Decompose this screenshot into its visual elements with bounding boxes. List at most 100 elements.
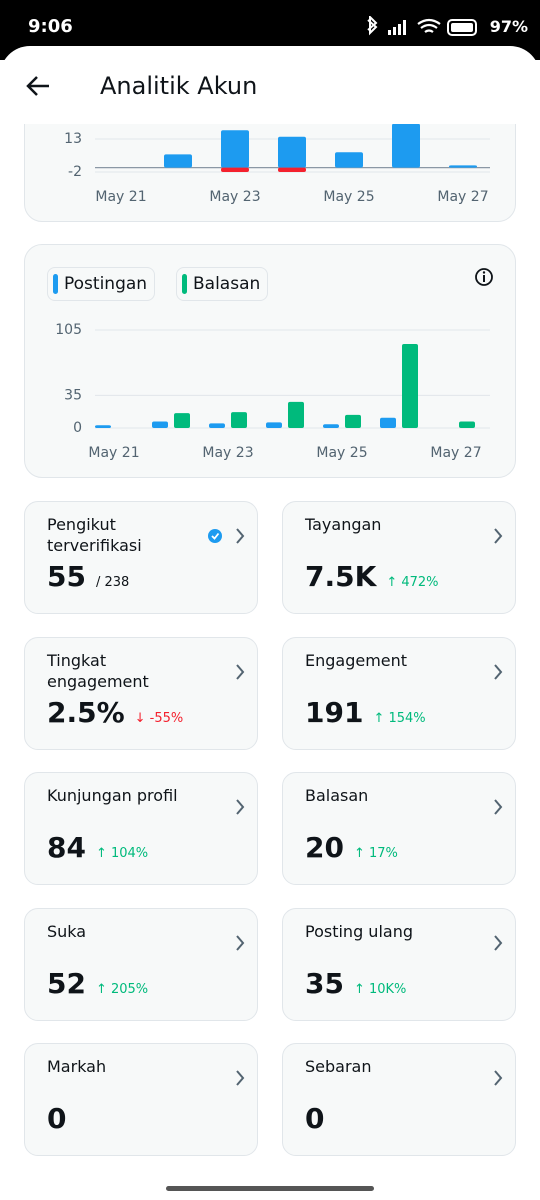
bar xyxy=(380,417,396,428)
chevron xyxy=(494,1070,503,1086)
home-indicator xyxy=(166,1186,374,1191)
battery: 97% xyxy=(489,17,528,36)
bar xyxy=(278,136,306,168)
x-tick-label: May 21 xyxy=(88,445,139,461)
y-tick-label: 35 xyxy=(64,387,82,403)
stat-value: 191 xyxy=(305,695,364,729)
stat-card[interactable]: Pengikut terverifikasi 55 / 238 xyxy=(24,501,258,614)
stat-value: 0 xyxy=(305,1102,325,1135)
back-button[interactable] xyxy=(24,72,54,102)
stat-label: Balasan xyxy=(305,786,369,805)
chevron xyxy=(236,934,245,951)
stat-value: 84 xyxy=(47,831,86,864)
x-tick-label: May 27 xyxy=(437,189,488,205)
stat-label: Markah xyxy=(47,1057,107,1076)
stat-icons xyxy=(494,528,503,544)
legend-label: Postingan xyxy=(64,274,148,294)
bar xyxy=(152,421,168,428)
x-tick-label: May 25 xyxy=(323,189,374,205)
bar xyxy=(231,412,247,428)
stat-card[interactable]: Tingkat engagement 2.5% ↓ -55% xyxy=(24,636,258,750)
stat-value: 7.5K xyxy=(305,560,377,593)
y-tick-label: 105 xyxy=(55,322,82,338)
bar xyxy=(209,423,225,428)
stat-card[interactable]: Sebaran 0 xyxy=(282,1043,516,1156)
stat-label: Kunjungan profil xyxy=(47,786,178,805)
chart-card xyxy=(24,244,516,478)
verified-check xyxy=(211,532,220,540)
x-tick-label: May 27 xyxy=(430,445,481,461)
stat-label: Pengikut terverifikasi xyxy=(47,515,142,555)
chevron xyxy=(494,799,503,815)
legend-item: Balasan xyxy=(176,267,269,301)
info-icon[interactable] xyxy=(473,266,495,288)
verified-badge xyxy=(208,529,222,543)
legend-item: Postingan xyxy=(47,267,156,301)
stat-row: 7.5K ↑ 472% xyxy=(305,560,439,593)
stat-value: 35 xyxy=(305,966,344,1000)
stat-total: / 238 xyxy=(95,575,130,590)
clock: 9:06 xyxy=(28,16,73,37)
stat-icons xyxy=(494,1070,503,1086)
y-tick-label: 13 xyxy=(64,131,82,147)
stat-value: 20 xyxy=(305,831,344,864)
bar xyxy=(449,165,477,168)
stat-change: ↑ 17% xyxy=(353,846,398,861)
chevron xyxy=(236,663,245,680)
stat-label: Posting ulang xyxy=(305,921,413,941)
x-tick-label: May 21 xyxy=(95,189,146,205)
stat-value: 55 xyxy=(47,560,86,593)
stat-card[interactable]: Tayangan 7.5K ↑ 472% xyxy=(282,501,516,614)
stat-card[interactable]: Suka 52 ↑ 205% xyxy=(24,907,258,1021)
stat-icons xyxy=(494,934,503,951)
bar xyxy=(266,422,282,428)
stat-row: 191 ↑ 154% xyxy=(305,696,426,729)
chevron xyxy=(494,934,503,951)
legend-swatch xyxy=(53,274,58,294)
stat-icons xyxy=(208,528,245,544)
bar xyxy=(164,154,192,168)
stat-row: 55 / 238 xyxy=(47,560,129,593)
x-tick-label: May 23 xyxy=(209,189,260,205)
stat-change: ↑ 154% xyxy=(373,710,426,726)
chevron xyxy=(494,663,503,680)
stat-change: ↑ 472% xyxy=(386,575,439,590)
stat-card[interactable]: Balasan 20 ↑ 17% xyxy=(282,772,516,885)
bar xyxy=(345,414,361,428)
stat-icons xyxy=(236,934,245,951)
stat-icons xyxy=(494,799,503,815)
bar xyxy=(323,424,339,428)
x-tick-label: May 25 xyxy=(316,445,367,461)
bar xyxy=(221,130,249,168)
stat-row: 0 xyxy=(305,1102,324,1135)
status-icons xyxy=(367,16,477,36)
stat-label: Suka xyxy=(47,921,87,941)
bar xyxy=(95,425,111,428)
stat-label: Tingkat engagement xyxy=(47,650,149,691)
legend-label: Balasan xyxy=(193,274,261,294)
stat-card[interactable]: Kunjungan profil 84 ↑ 104% xyxy=(24,772,258,885)
chevron xyxy=(494,528,503,544)
stat-icons xyxy=(236,663,245,680)
page-title: Analitik Akun xyxy=(100,72,258,100)
legend-swatch xyxy=(182,274,187,294)
stat-icons xyxy=(236,1070,245,1086)
stat-row: 52 ↑ 205% xyxy=(47,967,148,1000)
stat-label: Sebaran xyxy=(305,1057,372,1076)
bar xyxy=(392,123,420,168)
chevron xyxy=(236,1070,245,1086)
stat-row: 35 ↑ 10K% xyxy=(305,967,406,1000)
bar xyxy=(335,152,363,168)
stat-value: 52 xyxy=(47,966,86,1000)
stat-card[interactable]: Posting ulang 35 ↑ 10K% xyxy=(282,907,516,1021)
stat-card[interactable]: Engagement 191 ↑ 154% xyxy=(282,636,516,750)
stat-row: 2.5% ↓ -55% xyxy=(47,696,183,729)
stat-row: 84 ↑ 104% xyxy=(47,831,148,864)
bar xyxy=(402,344,418,428)
charts: -2 13 May 21 May 23 May 25 May 27 0 35 105 May 21… xyxy=(55,123,490,461)
y-tick-label: 0 xyxy=(73,420,82,436)
stat-card[interactable]: Markah 0 xyxy=(24,1043,258,1156)
header: Analitik Akun xyxy=(0,46,540,124)
stat-change: ↓ -55% xyxy=(134,710,184,726)
